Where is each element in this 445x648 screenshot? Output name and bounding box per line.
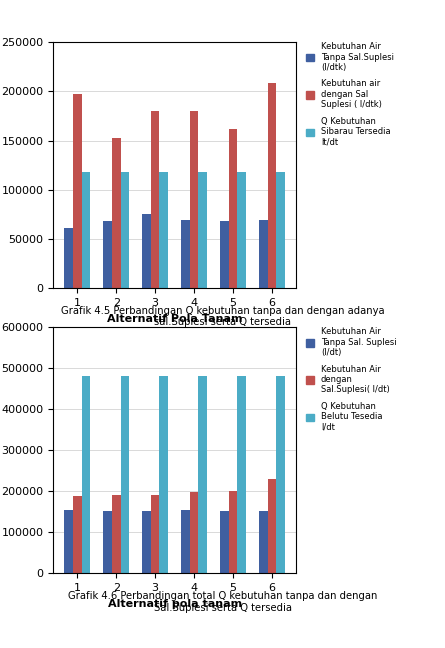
Text: Grafik 4.5 Perbandingan Q kebutuhan tanpa dan dengan adanya
sal.Suplesi serta Q : Grafik 4.5 Perbandingan Q kebutuhan tanp… [61, 306, 384, 327]
Bar [276, 376, 285, 573]
Bar [112, 495, 121, 573]
Bar [81, 376, 90, 573]
Legend: Kebutuhan Air
Tanpa Sal.Suplesi
(l/dtk), Kebutuhan air
dengan Sal
Suplesi ( l/dt: Kebutuhan Air Tanpa Sal.Suplesi (l/dtk),… [305, 41, 395, 148]
Bar [268, 479, 276, 573]
Bar [276, 172, 285, 288]
Bar [198, 376, 207, 573]
Text: Grafik 4.6 Perbandingan total Q kebutuhan tanpa dan dengan
Sal.Suplesi serta Q t: Grafik 4.6 Perbandingan total Q kebutuha… [68, 591, 377, 612]
Legend: Kebutuhan Air
Tanpa Sal. Suplesi
(l/dt), Kebutuhan Air
dengan
Sal.Suplesi( l/dt): Kebutuhan Air Tanpa Sal. Suplesi (l/dt),… [305, 327, 397, 433]
Bar [229, 129, 237, 288]
X-axis label: Alternatif Pola Tanam: Alternatif Pola Tanam [107, 314, 243, 323]
Bar [81, 172, 90, 288]
Bar [65, 228, 73, 288]
Bar [121, 172, 129, 288]
Bar [151, 111, 159, 288]
Bar [220, 222, 229, 288]
Bar [190, 111, 198, 288]
Bar [142, 511, 151, 573]
Bar [159, 376, 168, 573]
Bar [73, 496, 81, 573]
Bar [237, 172, 246, 288]
Bar [103, 511, 112, 573]
X-axis label: Alternatif pola tanam: Alternatif pola tanam [108, 599, 242, 608]
Bar [220, 511, 229, 573]
Bar [159, 172, 168, 288]
Bar [151, 494, 159, 573]
Bar [121, 376, 129, 573]
Bar [112, 137, 121, 288]
Bar [237, 376, 246, 573]
Bar [229, 491, 237, 573]
Bar [65, 510, 73, 573]
Bar [198, 172, 207, 288]
Bar [190, 492, 198, 573]
Bar [142, 213, 151, 288]
Bar [259, 220, 268, 288]
Bar [103, 222, 112, 288]
Bar [181, 220, 190, 288]
Bar [259, 511, 268, 573]
Bar [73, 95, 81, 288]
Bar [268, 84, 276, 288]
Bar [181, 510, 190, 573]
